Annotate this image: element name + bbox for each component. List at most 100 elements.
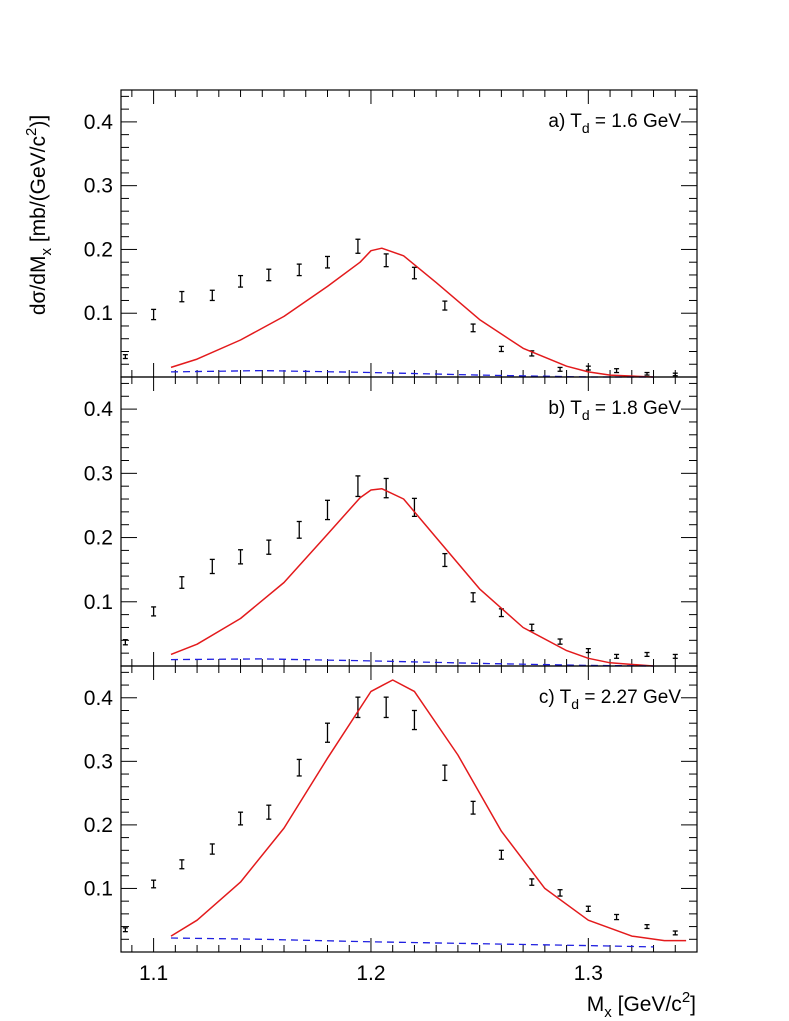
chart-panel-1: 0.1 0.2 0.3 0.4 a) Td = 1.6 GeV bbox=[84, 89, 698, 378]
plot-frame bbox=[120, 89, 698, 378]
data-point bbox=[557, 889, 563, 897]
data-point bbox=[614, 368, 620, 374]
model-curve bbox=[170, 487, 654, 667]
data-point bbox=[209, 843, 215, 855]
y-tick-label: 0.1 bbox=[84, 877, 113, 900]
data-point bbox=[122, 639, 128, 646]
background-curve bbox=[170, 937, 654, 948]
data-point bbox=[238, 811, 244, 826]
panel-label-prefix: a) T bbox=[548, 111, 582, 132]
data-point bbox=[498, 849, 504, 860]
y-axis-label: dσ/dMx [mb/(GeV/c2)] bbox=[23, 115, 55, 315]
model-curve bbox=[170, 679, 687, 942]
data-point bbox=[266, 268, 272, 282]
data-point bbox=[296, 520, 302, 539]
data-point bbox=[585, 905, 591, 912]
data-point bbox=[355, 238, 361, 254]
data-point bbox=[585, 648, 591, 654]
x-axis-label-sub: x bbox=[604, 1004, 612, 1021]
x-axis-label-main: M bbox=[587, 993, 605, 1016]
data-point bbox=[644, 371, 650, 376]
data-point bbox=[238, 274, 244, 288]
data-point bbox=[644, 924, 650, 930]
chart-panel-3: 0.1 0.2 0.3 0.4 1.1 1.2 1.3 c) Td = 2.27 GeV bbox=[84, 665, 698, 985]
data-point bbox=[672, 372, 678, 377]
panel-label-suffix: = 1.8 GeV bbox=[590, 398, 682, 419]
panel-label: c) Td = 2.27 GeV bbox=[539, 687, 681, 712]
background-curve bbox=[170, 658, 654, 667]
data-point bbox=[470, 592, 476, 603]
data-point bbox=[442, 300, 448, 311]
background-curve bbox=[170, 369, 654, 378]
data-point bbox=[442, 552, 448, 568]
data-point bbox=[209, 289, 215, 302]
data-point bbox=[266, 804, 272, 820]
panel-label-sub: d bbox=[582, 407, 590, 423]
y-tick-label: 0.3 bbox=[84, 462, 113, 485]
data-point bbox=[672, 653, 678, 659]
data-point bbox=[411, 266, 417, 280]
data-point bbox=[557, 366, 563, 372]
panel-label-prefix: b) T bbox=[548, 398, 582, 419]
data-point bbox=[151, 879, 157, 889]
x-tick-label: 1.1 bbox=[139, 962, 168, 985]
y-tick-label: 0.2 bbox=[84, 814, 113, 837]
data-point bbox=[614, 653, 620, 659]
data-point bbox=[266, 539, 272, 555]
panel-label-prefix: c) T bbox=[539, 687, 572, 708]
y-tick-label: 0.4 bbox=[84, 398, 114, 421]
y-tick-label: 0.1 bbox=[84, 302, 113, 325]
x-axis-label-sup: 2 bbox=[682, 989, 690, 1006]
data-point bbox=[238, 549, 244, 565]
y-axis-label-main: dσ/dM bbox=[27, 256, 50, 316]
data-point bbox=[383, 253, 389, 268]
data-point bbox=[529, 623, 535, 632]
y-tick-label: 0.2 bbox=[84, 527, 113, 550]
data-point bbox=[324, 722, 330, 743]
plot-frame bbox=[120, 665, 698, 953]
data-point bbox=[296, 263, 302, 277]
y-axis-label-sup: 2 bbox=[23, 128, 40, 136]
data-point bbox=[672, 930, 678, 936]
data-point bbox=[442, 764, 448, 782]
y-tick-label: 0.1 bbox=[84, 591, 113, 614]
data-point bbox=[324, 499, 330, 521]
chart-panel-2: 0.1 0.2 0.3 0.4 b) Td = 1.8 GeV bbox=[84, 376, 698, 667]
x-axis-label-end: ] bbox=[690, 993, 696, 1016]
data-point bbox=[355, 475, 361, 498]
data-point bbox=[324, 255, 330, 269]
data-point bbox=[355, 696, 361, 719]
data-point bbox=[644, 651, 650, 658]
data-point bbox=[296, 758, 302, 777]
data-point bbox=[383, 477, 389, 499]
x-tick-label: 1.2 bbox=[356, 962, 385, 985]
y-tick-label: 0.3 bbox=[84, 750, 113, 773]
panel-label: a) Td = 1.6 GeV bbox=[548, 111, 681, 136]
model-curve bbox=[170, 247, 654, 378]
data-point bbox=[498, 345, 504, 353]
y-axis-label-rest: [mb/(GeV/c bbox=[27, 136, 50, 248]
y-tick-label: 0.4 bbox=[84, 687, 114, 710]
y-axis-label-end: )] bbox=[27, 115, 50, 128]
plot-frame bbox=[120, 376, 698, 667]
panel-label: b) Td = 1.8 GeV bbox=[548, 398, 681, 423]
data-point bbox=[585, 365, 591, 371]
panels: 0.1 0.2 0.3 0.4 a) Td = 1.6 GeV 0.1 0.2 0.3 0.4 b… bbox=[84, 89, 698, 985]
data-point bbox=[179, 576, 185, 589]
data-point bbox=[411, 709, 417, 731]
data-point bbox=[122, 354, 128, 360]
data-point bbox=[179, 290, 185, 303]
data-point bbox=[614, 913, 620, 921]
x-tick-label: 1.3 bbox=[574, 962, 603, 985]
panel-label-suffix: = 2.27 GeV bbox=[579, 687, 681, 708]
y-tick-label: 0.4 bbox=[84, 111, 114, 134]
y-tick-label: 0.2 bbox=[84, 238, 113, 261]
data-point bbox=[151, 606, 157, 617]
panel-label-sub: d bbox=[571, 696, 579, 712]
data-point bbox=[209, 558, 215, 575]
y-axis-label-sub: x bbox=[38, 248, 55, 256]
data-point bbox=[557, 638, 563, 645]
data-point bbox=[411, 497, 417, 518]
x-axis-label-rest: [GeV/c bbox=[612, 993, 682, 1016]
